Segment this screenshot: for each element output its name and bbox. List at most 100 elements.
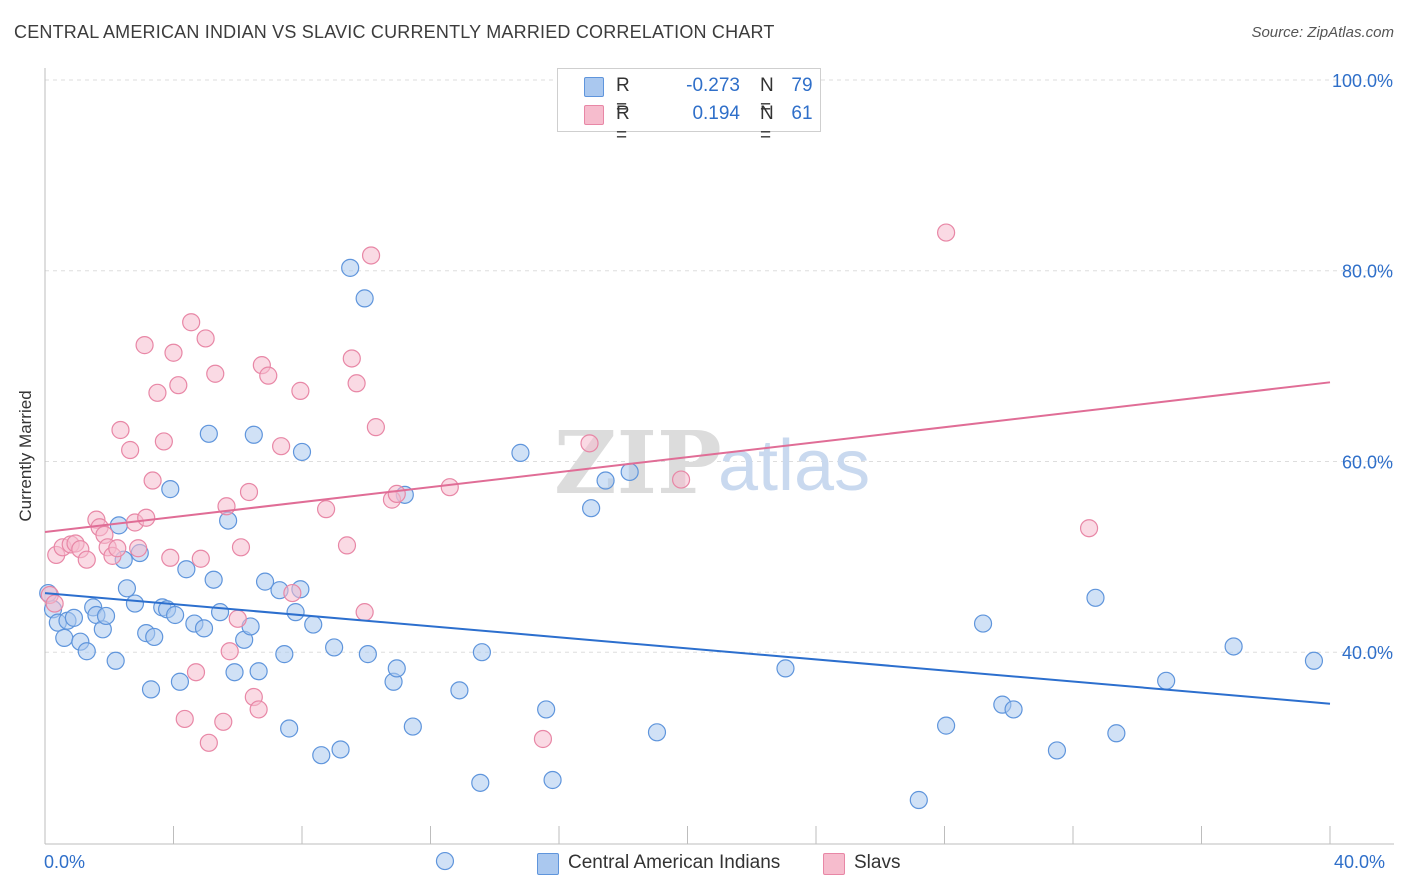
pink-point <box>366 418 385 437</box>
blue-point <box>249 662 268 681</box>
blue-point <box>1224 637 1243 656</box>
pink-point <box>143 471 162 490</box>
legend-r-value: 0.194 <box>692 103 740 124</box>
pink-point <box>199 733 218 752</box>
pink-point <box>361 246 381 265</box>
blue-point <box>244 425 263 444</box>
source-credit: Source: ZipAtlas.com <box>1251 24 1394 41</box>
pink-point <box>148 383 167 402</box>
blue-point <box>331 740 350 759</box>
bottom-legend-swatch-blue <box>537 853 559 875</box>
pink-point <box>291 381 310 400</box>
blue-point <box>543 770 562 790</box>
legend-r-label: R = <box>616 103 630 146</box>
pink-point <box>108 539 127 558</box>
pink-point <box>45 594 64 613</box>
blue-point <box>55 628 74 647</box>
x-tick-label-max: 40.0% <box>1334 852 1386 872</box>
legend-n-label: N = <box>760 103 774 146</box>
y-tick-label: 60.0% <box>1342 452 1393 472</box>
pink-point <box>249 700 268 719</box>
legend-n-value: 61 <box>791 103 813 124</box>
pink-point <box>580 434 599 453</box>
blue-point <box>472 643 491 662</box>
blue-point <box>210 603 230 622</box>
axes <box>44 68 1394 845</box>
pink-point <box>337 536 357 555</box>
pink-point <box>283 583 302 603</box>
pink-point <box>196 329 215 348</box>
bottom-legend-label-pink: Slavs <box>854 852 901 873</box>
pink-point <box>182 313 201 332</box>
blue-point <box>161 480 180 499</box>
blue-point <box>199 424 218 443</box>
blue-point <box>194 619 214 638</box>
pink-point <box>220 642 239 661</box>
pink-point <box>154 432 173 451</box>
blue-point <box>582 499 601 518</box>
pink-point <box>228 609 247 628</box>
blue-point <box>1157 671 1176 690</box>
pink-point <box>129 539 148 558</box>
blue-point <box>341 258 360 277</box>
grid-lines <box>45 79 1394 653</box>
pink-point <box>937 223 956 242</box>
pink-point <box>671 470 691 489</box>
blue-point <box>225 663 244 682</box>
watermark: ZIP atlas <box>554 413 870 514</box>
pink-point <box>111 420 130 440</box>
bottom-legend-swatch-pink <box>823 853 845 875</box>
blue-point <box>170 672 190 691</box>
bottom-legend-label-blue: Central American Indians <box>568 852 781 873</box>
blue-point <box>312 746 331 765</box>
trend-lines <box>44 381 1331 705</box>
blue-point <box>286 603 305 622</box>
legend-swatch-blue <box>584 77 604 97</box>
blue-point <box>280 719 299 738</box>
legend-r-value: -0.273 <box>686 75 740 96</box>
blue-point <box>620 462 639 482</box>
pink-point <box>347 374 366 393</box>
blue-point <box>596 471 615 490</box>
blue-point <box>117 579 137 598</box>
blue-point <box>909 790 928 810</box>
legend-r-label: R = <box>616 75 630 118</box>
blue-point <box>1004 700 1023 719</box>
pink-point <box>214 712 233 731</box>
pink-point <box>169 376 188 395</box>
blue-point <box>177 560 196 579</box>
blue-point <box>106 651 125 670</box>
pink-point <box>121 440 140 460</box>
pink-point <box>259 366 278 385</box>
pink-point <box>272 437 291 456</box>
blue-point <box>537 700 556 719</box>
pink-point <box>342 349 361 368</box>
trend-line-blue <box>44 592 1331 705</box>
blue-point <box>292 442 312 462</box>
blue-point <box>471 773 490 792</box>
pink-point <box>440 478 459 497</box>
pink-point <box>316 500 336 519</box>
x-tick-label-min: 0.0% <box>44 852 86 872</box>
pink-point <box>1079 519 1099 538</box>
pink-point <box>239 482 259 502</box>
blue-point <box>64 608 84 627</box>
pink-point <box>186 663 206 682</box>
blue-point <box>1107 724 1126 743</box>
blue-point <box>145 627 164 647</box>
blue-point <box>109 516 128 535</box>
blue-point <box>125 594 145 613</box>
y-tick-label: 100.0% <box>1332 71 1393 91</box>
blue-point <box>166 605 185 625</box>
legend: R = -0.273 N = 79 R = 0.194 N = 61 <box>557 68 821 146</box>
blue-point <box>204 570 223 589</box>
blue-point <box>1086 588 1105 607</box>
series-central-american-indians <box>39 258 1324 871</box>
blue-point <box>937 716 956 735</box>
blue-point <box>141 680 161 699</box>
blue-point <box>77 642 96 661</box>
blue-point <box>403 717 422 736</box>
y-tick-label: 40.0% <box>1342 643 1393 663</box>
pink-point <box>164 343 183 362</box>
